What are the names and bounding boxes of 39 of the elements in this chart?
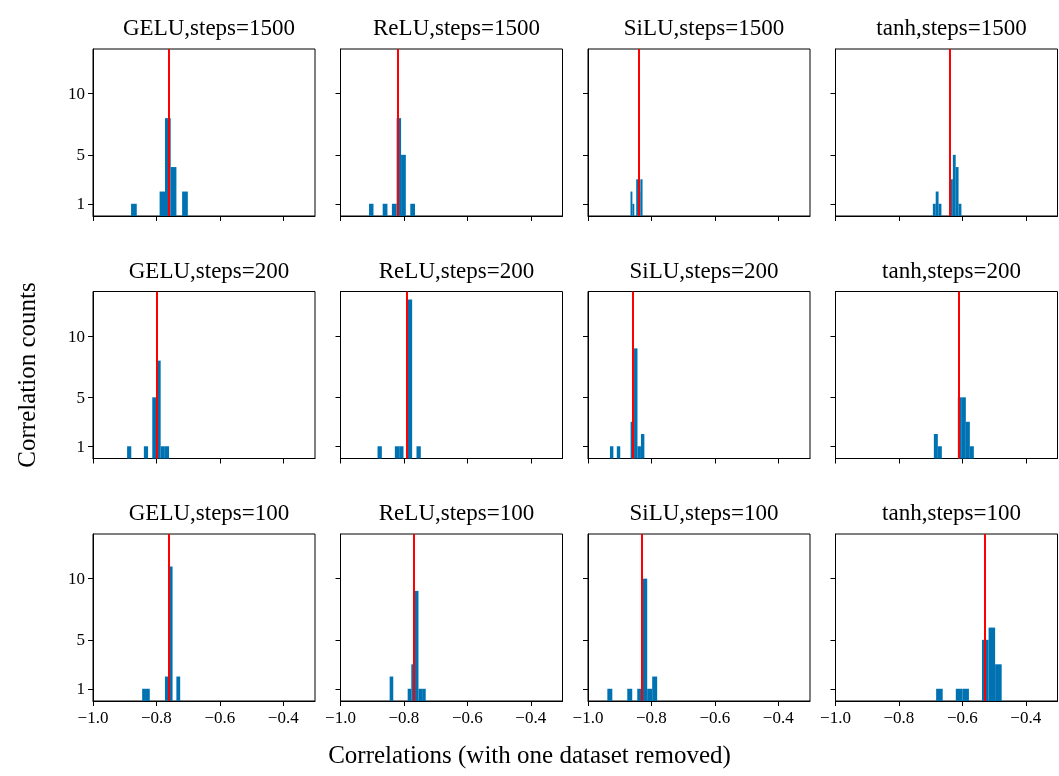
x-tick-label: −0.6 bbox=[946, 708, 978, 727]
x-tick-label: −1.0 bbox=[572, 708, 604, 727]
y-tick-label: 5 bbox=[76, 630, 85, 650]
chart-title: SiLU,steps=100 bbox=[629, 500, 779, 525]
chart-title: ReLU,steps=1500 bbox=[373, 15, 540, 40]
x-tick-label: −0.4 bbox=[515, 708, 547, 727]
x-axis-title: Correlations (with one dataset removed) bbox=[328, 741, 731, 769]
x-tick-label: −0.4 bbox=[1010, 708, 1042, 727]
y-tick-label: 5 bbox=[76, 387, 85, 407]
y-tick-label: 10 bbox=[68, 84, 85, 104]
chart-title: ReLU,steps=100 bbox=[378, 500, 535, 525]
x-tick-label: −0.8 bbox=[636, 708, 667, 727]
chart-title: SiLU,steps=1500 bbox=[623, 15, 785, 40]
chart-title: SiLU,steps=200 bbox=[629, 257, 779, 283]
chart-title: GELU,steps=1500 bbox=[122, 15, 296, 40]
x-tick-label: −0.8 bbox=[388, 708, 420, 727]
x-tick-label: −1.0 bbox=[325, 708, 356, 727]
x-tick-label: −0.6 bbox=[204, 708, 236, 727]
chart-title: tanh,steps=1500 bbox=[876, 15, 1027, 40]
y-tick-label: 1 bbox=[76, 194, 85, 214]
x-tick-label: −0.6 bbox=[451, 708, 483, 727]
y-axis-title: Correlation counts bbox=[13, 282, 40, 468]
x-tick-label: −1.0 bbox=[77, 708, 109, 727]
chart-title: GELU,steps=100 bbox=[128, 500, 290, 525]
y-tick-label: 10 bbox=[68, 326, 85, 346]
y-tick-label: 1 bbox=[76, 436, 85, 456]
x-tick-label: −0.4 bbox=[267, 708, 300, 727]
y-tick-label: 5 bbox=[76, 145, 85, 165]
x-tick-label: −0.4 bbox=[762, 708, 795, 727]
chart-title: ReLU,steps=200 bbox=[378, 257, 535, 283]
x-tick-label: −1.0 bbox=[820, 708, 851, 727]
chart-title: tanh,steps=100 bbox=[882, 500, 1021, 525]
y-tick-label: 10 bbox=[68, 569, 85, 589]
chart-title: GELU,steps=200 bbox=[128, 257, 290, 283]
x-tick-label: −0.8 bbox=[883, 708, 915, 727]
y-tick-label: 1 bbox=[76, 679, 85, 699]
chart-title: tanh,steps=200 bbox=[882, 257, 1021, 283]
x-tick-label: −0.6 bbox=[699, 708, 731, 727]
x-tick-label: −0.8 bbox=[141, 708, 172, 727]
